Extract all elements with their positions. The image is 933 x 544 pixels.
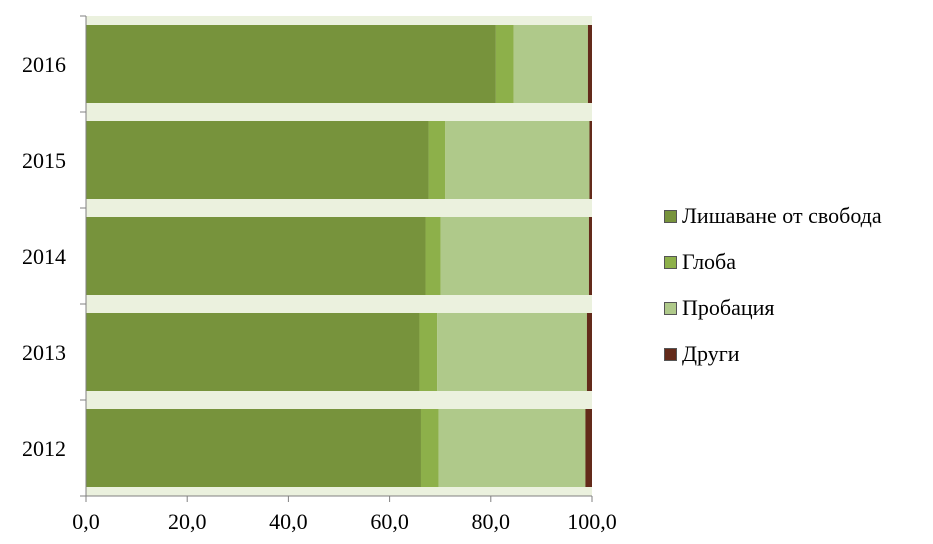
- y-tick-label: 2013: [22, 340, 66, 365]
- legend-swatch: [664, 209, 677, 223]
- legend: Лишаване от свобода Глоба Пробация Други: [664, 193, 882, 377]
- legend-label: Глоба: [682, 249, 737, 274]
- bar-segment: [86, 121, 429, 199]
- bar-segment: [428, 121, 446, 199]
- legend-label: Други: [682, 341, 740, 366]
- x-tick-label: 20,0: [168, 509, 207, 534]
- y-tick-label: 2012: [22, 436, 66, 461]
- bar-segment: [513, 25, 588, 103]
- bar-segment: [419, 313, 438, 391]
- x-tick-label: 60,0: [370, 509, 409, 534]
- bar-segment: [425, 217, 441, 295]
- y-tick-label: 2016: [22, 52, 66, 77]
- legend-label: Лишаване от свобода: [682, 203, 882, 228]
- legend-label: Пробация: [682, 295, 775, 320]
- bar-segment: [437, 313, 587, 391]
- bar-segment: [86, 409, 421, 487]
- y-tick-label: 2014: [22, 244, 66, 269]
- legend-swatch: [664, 347, 677, 361]
- bar-segment: [86, 25, 496, 103]
- legend-swatch: [664, 301, 677, 315]
- legend-item-fine: Глоба: [664, 239, 882, 285]
- bar-segment: [438, 409, 586, 487]
- bar-segment: [586, 313, 592, 391]
- bar-segment: [587, 25, 592, 103]
- bar-segment: [86, 313, 420, 391]
- bar-segment: [440, 217, 589, 295]
- x-tick-label: 100,0: [567, 509, 617, 534]
- bar-segment: [495, 25, 514, 103]
- legend-item-other: Други: [664, 331, 882, 377]
- legend-item-probation: Пробация: [664, 285, 882, 331]
- x-tick-label: 40,0: [269, 509, 308, 534]
- legend-item-deprivation-of-liberty: Лишаване от свобода: [664, 193, 882, 239]
- bar-segment: [445, 121, 590, 199]
- bar-segment: [589, 121, 592, 199]
- bar-segment: [420, 409, 439, 487]
- bar-segment: [588, 217, 592, 295]
- x-tick-label: 0,0: [72, 509, 100, 534]
- y-tick-label: 2015: [22, 148, 66, 173]
- bar-segment: [585, 409, 592, 487]
- bar-segment: [86, 217, 426, 295]
- x-tick-label: 80,0: [472, 509, 511, 534]
- legend-swatch: [664, 255, 677, 269]
